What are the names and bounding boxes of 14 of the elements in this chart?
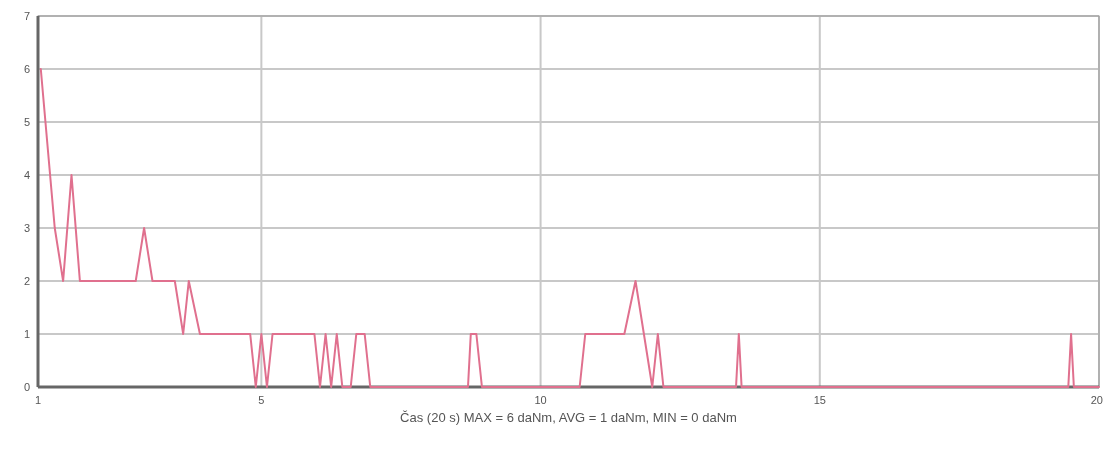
- x-tick-label: 5: [258, 394, 265, 406]
- x-axis-title: Čas (20 s) MAX = 6 daNm, AVG = 1 daNm, MIN = 0 daNm: [400, 410, 737, 425]
- x-tick-label: 15: [813, 394, 826, 406]
- y-tick-label: 4: [23, 168, 30, 181]
- y-tick-label: 0: [23, 380, 30, 393]
- y-tick-label: 3: [23, 221, 30, 234]
- y-tick-label: 1: [23, 327, 30, 340]
- x-tick-label: 20: [1090, 394, 1103, 406]
- x-tick-label: 1: [34, 394, 42, 406]
- y-tick-label: 6: [23, 62, 30, 75]
- y-tick-label: 5: [23, 115, 30, 128]
- y-tick-label: 7: [23, 9, 30, 22]
- x-tick-label: 10: [534, 394, 547, 406]
- y-tick-label: 2: [23, 274, 30, 287]
